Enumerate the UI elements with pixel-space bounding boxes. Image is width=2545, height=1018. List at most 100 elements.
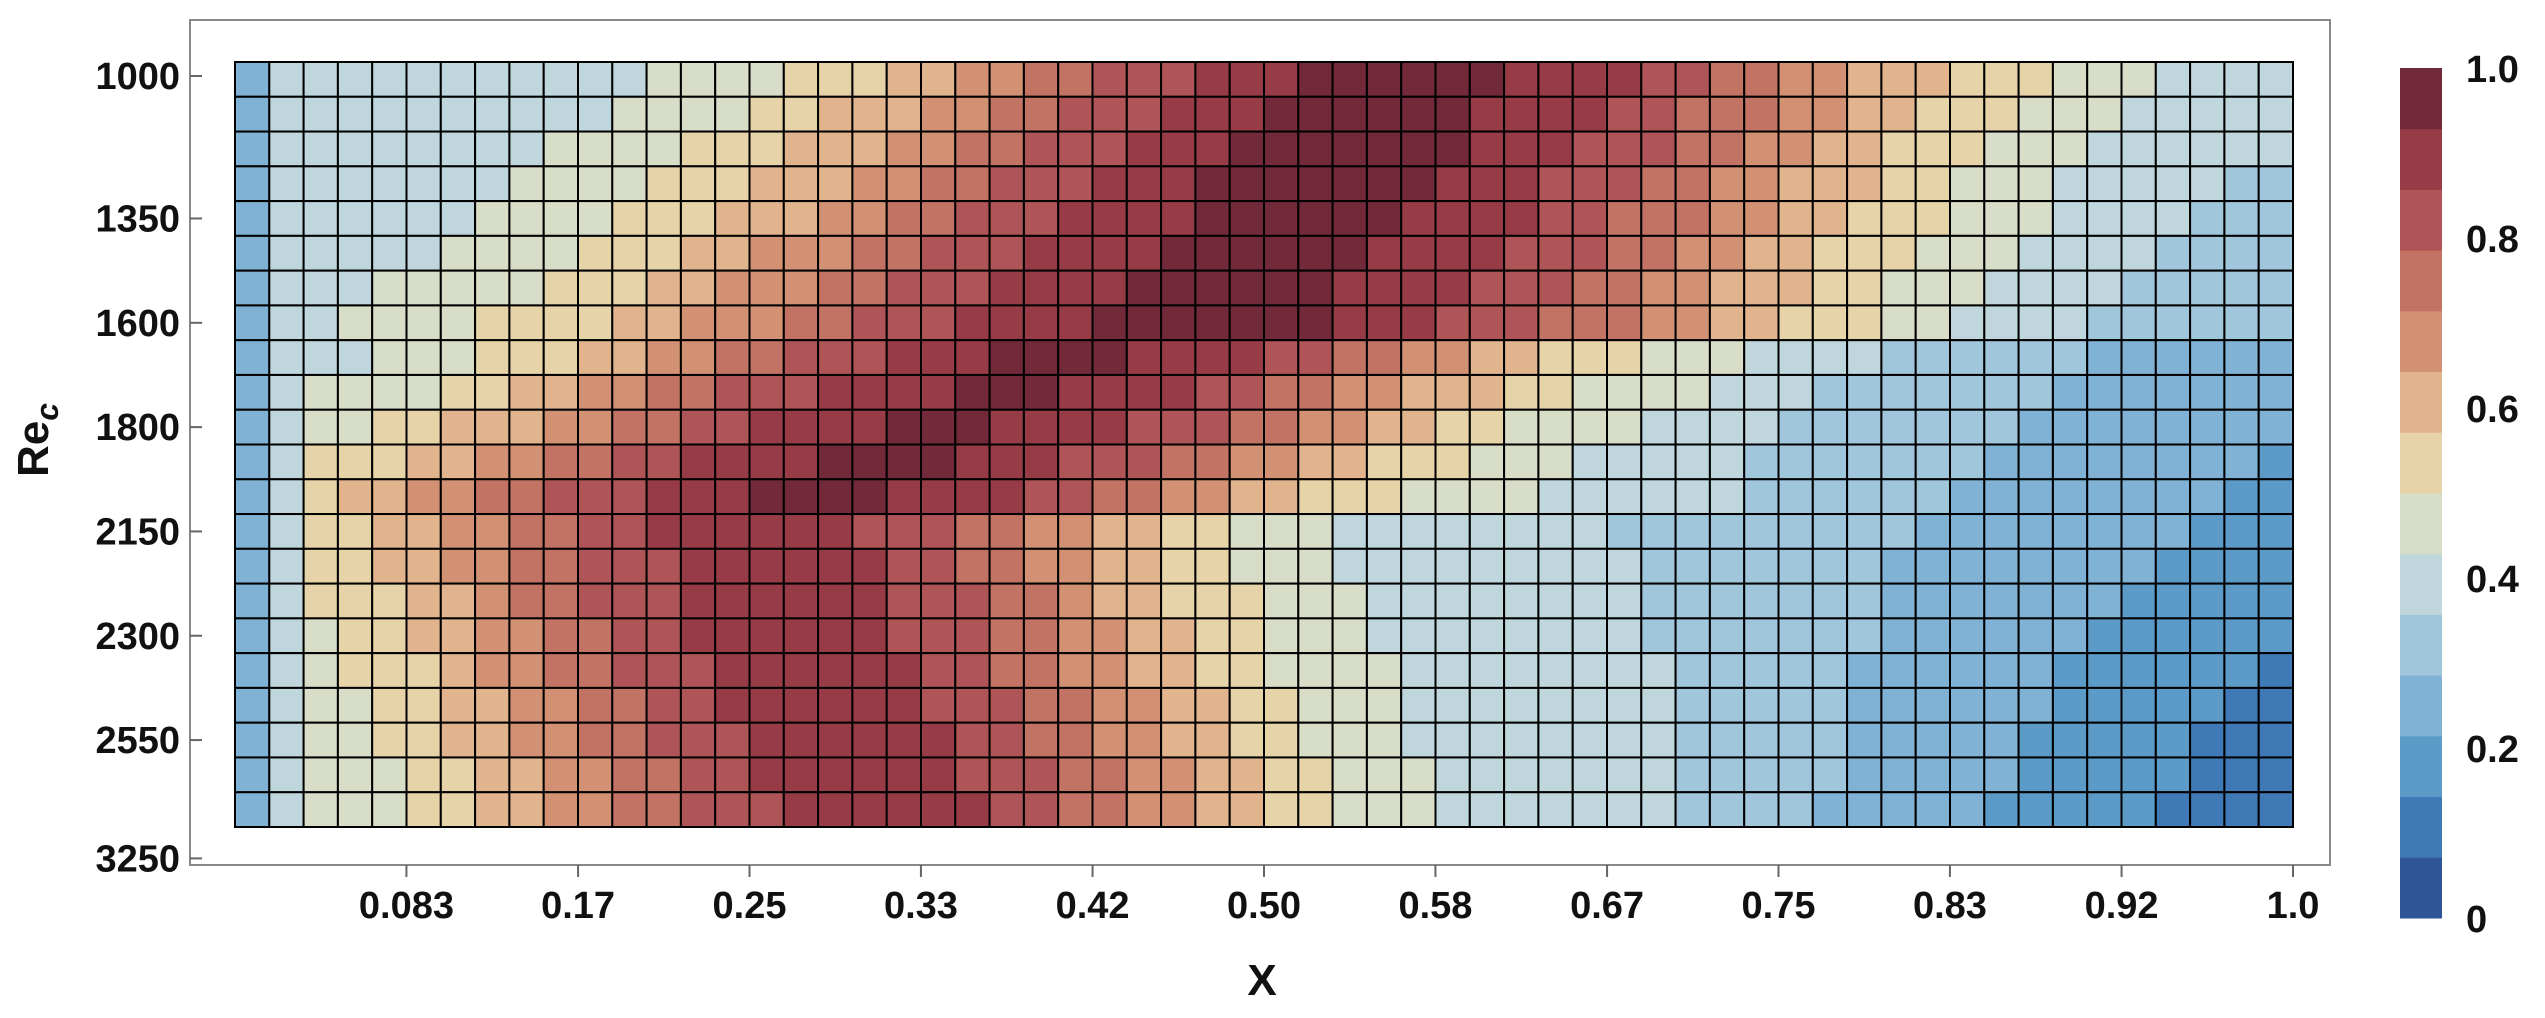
- heatmap-cell: [268, 791, 305, 828]
- heatmap-cell: [1914, 791, 1951, 828]
- heatmap-cell: [268, 582, 305, 620]
- heatmap-cell: [2120, 95, 2157, 133]
- heatmap-cell: [1606, 234, 1643, 272]
- heatmap-cell: [1297, 269, 1334, 307]
- heatmap-cell: [1091, 200, 1128, 237]
- heatmap-cell: [474, 582, 511, 620]
- heatmap-cell: [2189, 130, 2226, 168]
- heatmap-cell: [885, 513, 923, 550]
- x-tick-label: 0.83: [1913, 885, 1987, 927]
- heatmap-cell: [782, 721, 820, 759]
- heatmap-cell: [1400, 269, 1437, 307]
- heatmap-cell: [1057, 95, 1094, 133]
- heatmap-cell: [1777, 478, 1814, 516]
- heatmap-cell: [988, 130, 1025, 168]
- heatmap-cell: [1743, 686, 1780, 724]
- heatmap-cell: [2051, 582, 2089, 620]
- heatmap-cell: [1022, 200, 1060, 237]
- heatmap-cell: [2257, 61, 2294, 98]
- heatmap-cell: [2051, 165, 2089, 203]
- heatmap-cell: [508, 686, 545, 724]
- heatmap-cell: [885, 582, 923, 620]
- heatmap-cell: [748, 791, 785, 828]
- heatmap-cell: [577, 686, 614, 724]
- heatmap-cell: [439, 165, 477, 203]
- heatmap-cell: [2086, 373, 2123, 411]
- heatmap-cell: [336, 304, 374, 342]
- heatmap-cell: [885, 721, 923, 759]
- heatmap-cell: [679, 61, 717, 98]
- heatmap-cell: [577, 304, 614, 342]
- heatmap-cell: [714, 582, 751, 620]
- heatmap-cell: [1949, 756, 1986, 794]
- heatmap-cell: [2154, 791, 2192, 828]
- heatmap-cell: [1194, 269, 1231, 307]
- heatmap-cell: [1365, 339, 1403, 376]
- heatmap-cell: [2051, 617, 2089, 655]
- heatmap-cell: [234, 617, 271, 655]
- heatmap-cell: [1125, 373, 1163, 411]
- heatmap-cell: [611, 61, 648, 98]
- heatmap-cell: [1194, 756, 1231, 794]
- colorbar-segment: [2400, 432, 2442, 494]
- heatmap-cell: [508, 200, 545, 237]
- heatmap-cell: [1640, 339, 1677, 376]
- heatmap-cell: [371, 304, 408, 342]
- heatmap-cell: [1606, 165, 1643, 203]
- heatmap-cell: [1811, 791, 1849, 828]
- heatmap-cell: [679, 304, 717, 342]
- heatmap-cell: [1811, 373, 1849, 411]
- heatmap-cell: [2223, 547, 2260, 585]
- heatmap-cell: [1365, 513, 1403, 550]
- heatmap-cell: [645, 513, 682, 550]
- heatmap-cell: [782, 130, 820, 168]
- heatmap-cell: [611, 234, 648, 272]
- x-tick-label: 0.50: [1227, 885, 1301, 927]
- heatmap-cell: [645, 582, 682, 620]
- heatmap-cell: [1640, 686, 1677, 724]
- heatmap-cell: [817, 130, 854, 168]
- heatmap-cell: [302, 408, 339, 446]
- heatmap-cell: [885, 408, 923, 446]
- heatmap-cell: [1846, 130, 1883, 168]
- heatmap-cell: [336, 95, 374, 133]
- heatmap-cell: [2120, 130, 2157, 168]
- heatmap-cell: [2223, 130, 2260, 168]
- heatmap-cell: [1503, 304, 1540, 342]
- heatmap-cell: [2120, 721, 2157, 759]
- heatmap-cell: [1537, 443, 1574, 481]
- heatmap-cell: [1571, 130, 1608, 168]
- heatmap-cell: [1571, 582, 1608, 620]
- heatmap-cell: [439, 756, 477, 794]
- heatmap-cell: [1057, 686, 1094, 724]
- heatmap-cell: [1914, 582, 1951, 620]
- heatmap-cell: [1708, 200, 1746, 237]
- heatmap-cell: [1880, 582, 1917, 620]
- heatmap-cell: [1846, 234, 1883, 272]
- heatmap-cell: [1228, 582, 1265, 620]
- heatmap-cell: [782, 686, 820, 724]
- heatmap-cell: [2257, 373, 2294, 411]
- heatmap-cell: [2051, 95, 2089, 133]
- heatmap-cell: [851, 95, 888, 133]
- heatmap-cell: [782, 408, 820, 446]
- heatmap-cell: [1537, 234, 1574, 272]
- heatmap-cell: [1674, 582, 1711, 620]
- colorbar-segment: [2400, 675, 2442, 737]
- heatmap-cell: [2257, 269, 2294, 307]
- heatmap-cell: [2086, 408, 2123, 446]
- heatmap-cell: [1194, 582, 1231, 620]
- heatmap-cell: [508, 582, 545, 620]
- heatmap-cell: [542, 373, 580, 411]
- heatmap-cell: [1983, 61, 2020, 98]
- heatmap-cell: [1674, 513, 1711, 550]
- heatmap-cell: [2257, 304, 2294, 342]
- heatmap-cell: [1091, 652, 1128, 689]
- heatmap-cell: [1606, 95, 1643, 133]
- heatmap-cell: [336, 408, 374, 446]
- heatmap-cell: [1228, 443, 1265, 481]
- heatmap-cell: [1228, 686, 1265, 724]
- heatmap-cell: [1022, 269, 1060, 307]
- heatmap-cell: [885, 339, 923, 376]
- heatmap-cell: [371, 513, 408, 550]
